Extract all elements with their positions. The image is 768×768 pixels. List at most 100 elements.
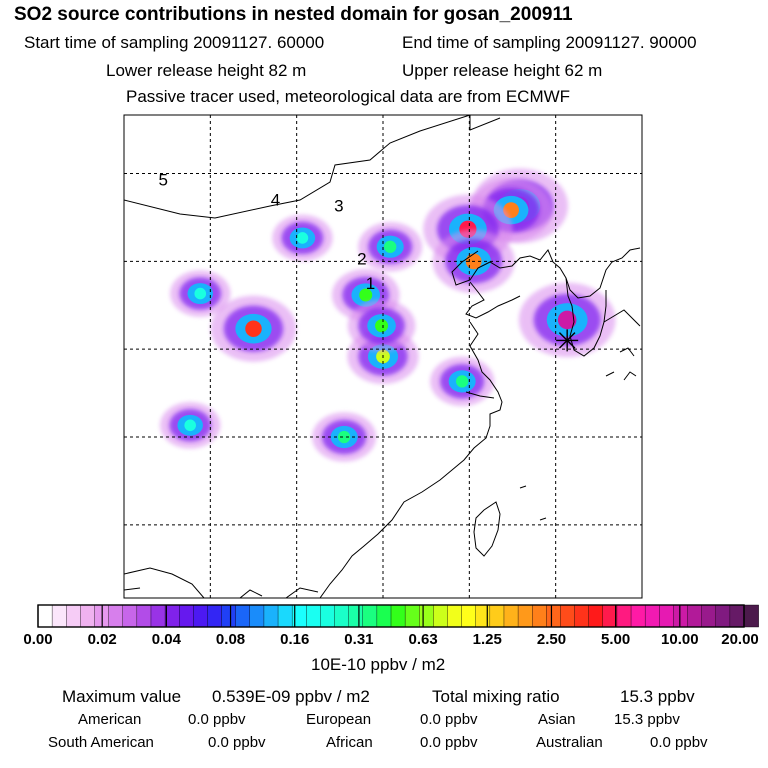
plume-peak bbox=[384, 240, 397, 253]
colorbar-cell bbox=[178, 604, 195, 628]
plot-frame bbox=[123, 114, 643, 599]
colorbar-cell bbox=[263, 604, 279, 628]
colorbar-cell bbox=[193, 604, 209, 628]
colorbar-tick-label: 0.31 bbox=[344, 631, 374, 648]
source-plume bbox=[518, 282, 616, 358]
colorbar-cell bbox=[362, 604, 378, 628]
american-label: American bbox=[78, 711, 142, 728]
european-label: European bbox=[306, 711, 372, 728]
colorbar-cell bbox=[673, 604, 689, 628]
chart-title: SO2 source contributions in nested domai… bbox=[14, 4, 573, 25]
plume-peak bbox=[245, 320, 262, 337]
source-plume bbox=[272, 214, 333, 262]
colorbar-tick-label: 10.00 bbox=[661, 631, 699, 648]
coastline bbox=[319, 321, 503, 598]
colorbar-cell bbox=[630, 604, 646, 628]
south-american-label: South American bbox=[48, 734, 154, 751]
african-label: African bbox=[326, 734, 373, 751]
colorbar-cell bbox=[701, 604, 717, 628]
coastline bbox=[539, 517, 547, 521]
colorbar-cell bbox=[221, 604, 237, 628]
colorbar-cell bbox=[433, 604, 449, 628]
region-label-1: 1 bbox=[366, 274, 375, 293]
region-label-5: 5 bbox=[159, 170, 168, 189]
colorbar-cell bbox=[447, 604, 463, 628]
plume-peak bbox=[557, 310, 577, 330]
colorbar-cell bbox=[588, 604, 604, 628]
plume-peak bbox=[338, 430, 351, 444]
colorbar-cell bbox=[235, 604, 251, 628]
plume-peak bbox=[375, 319, 389, 333]
source-plume bbox=[358, 222, 423, 272]
colorbar-cell bbox=[320, 604, 336, 628]
source-plume bbox=[347, 299, 416, 352]
colorbar-tick-label: 5.00 bbox=[601, 631, 631, 648]
coastline bbox=[469, 115, 501, 131]
colorbar-cell bbox=[729, 604, 745, 628]
colorbar-cell bbox=[715, 604, 731, 628]
australian-label: Australian bbox=[536, 734, 603, 751]
colorbar-cell bbox=[207, 604, 223, 628]
colorbar-tick-label: 0.02 bbox=[87, 631, 117, 648]
african-value: 0.0 ppbv bbox=[420, 734, 478, 751]
start-time-label: Start time of sampling 20091127. 60000 bbox=[24, 33, 325, 52]
plume-peak bbox=[194, 287, 207, 300]
source-plume bbox=[160, 402, 221, 449]
asian-label: Asian bbox=[538, 711, 576, 728]
plume-peak bbox=[455, 375, 469, 388]
colorbar-cell bbox=[644, 604, 660, 628]
coastline bbox=[619, 347, 635, 357]
american-value: 0.0 ppbv bbox=[188, 711, 246, 728]
colorbar-tick-label: 1.25 bbox=[472, 631, 502, 648]
colorbar-cell bbox=[517, 604, 533, 628]
coastline bbox=[124, 587, 141, 591]
colorbar-cell bbox=[419, 604, 435, 628]
colorbar-cell bbox=[503, 604, 519, 628]
colorbar-cell bbox=[546, 604, 562, 628]
colorbar-cell bbox=[348, 604, 364, 628]
colorbar-cell bbox=[475, 604, 491, 628]
colorbar-cell bbox=[37, 604, 53, 628]
colorbar-cell bbox=[51, 604, 67, 628]
asian-value: 15.3 ppbv bbox=[614, 711, 680, 728]
receptor-marker bbox=[556, 329, 579, 352]
region-label-4: 4 bbox=[271, 191, 280, 210]
australian-value: 0.0 ppbv bbox=[650, 734, 708, 751]
colorbar-cell bbox=[277, 604, 293, 628]
colorbar-cell bbox=[659, 604, 675, 628]
colorbar-cell bbox=[616, 604, 632, 628]
coastline bbox=[239, 589, 263, 598]
total-mixing-label: Total mixing ratio bbox=[432, 687, 560, 706]
colorbar-cell bbox=[108, 604, 124, 628]
colorbar-cell bbox=[489, 604, 505, 628]
colorbar-cell bbox=[249, 604, 265, 628]
end-time-label: End time of sampling 20091127. 90000 bbox=[402, 33, 697, 52]
plume-peak bbox=[296, 232, 309, 244]
coastline bbox=[465, 391, 495, 399]
colorbar-cell bbox=[122, 604, 138, 628]
colorbar-cell bbox=[306, 604, 322, 628]
total-mixing-value: 15.3 ppbv bbox=[620, 687, 695, 706]
colorbar-cell bbox=[390, 604, 406, 628]
plume-peak bbox=[184, 419, 196, 432]
colorbar-unit: 10E-10 ppbv / m2 bbox=[311, 655, 446, 674]
colorbar-tick-label: 0.63 bbox=[408, 631, 438, 648]
coastline bbox=[451, 247, 641, 299]
european-value: 0.0 ppbv bbox=[420, 711, 478, 728]
coastline bbox=[285, 587, 319, 598]
colorbar-tick-label: 2.50 bbox=[536, 631, 567, 648]
colorbar-cell bbox=[164, 604, 180, 628]
source-plume bbox=[210, 295, 297, 362]
region-label-3: 3 bbox=[334, 197, 343, 216]
colorbar-cell bbox=[461, 604, 477, 628]
plume-peak bbox=[359, 288, 373, 302]
coastline bbox=[465, 281, 521, 319]
source-plume bbox=[312, 412, 377, 462]
coastline bbox=[519, 485, 527, 489]
south-american-value: 0.0 ppbv bbox=[208, 734, 266, 751]
colorbar-tick-label: 0.00 bbox=[23, 631, 53, 648]
colorbar-cell bbox=[743, 604, 759, 628]
colorbar-cell bbox=[334, 604, 350, 628]
